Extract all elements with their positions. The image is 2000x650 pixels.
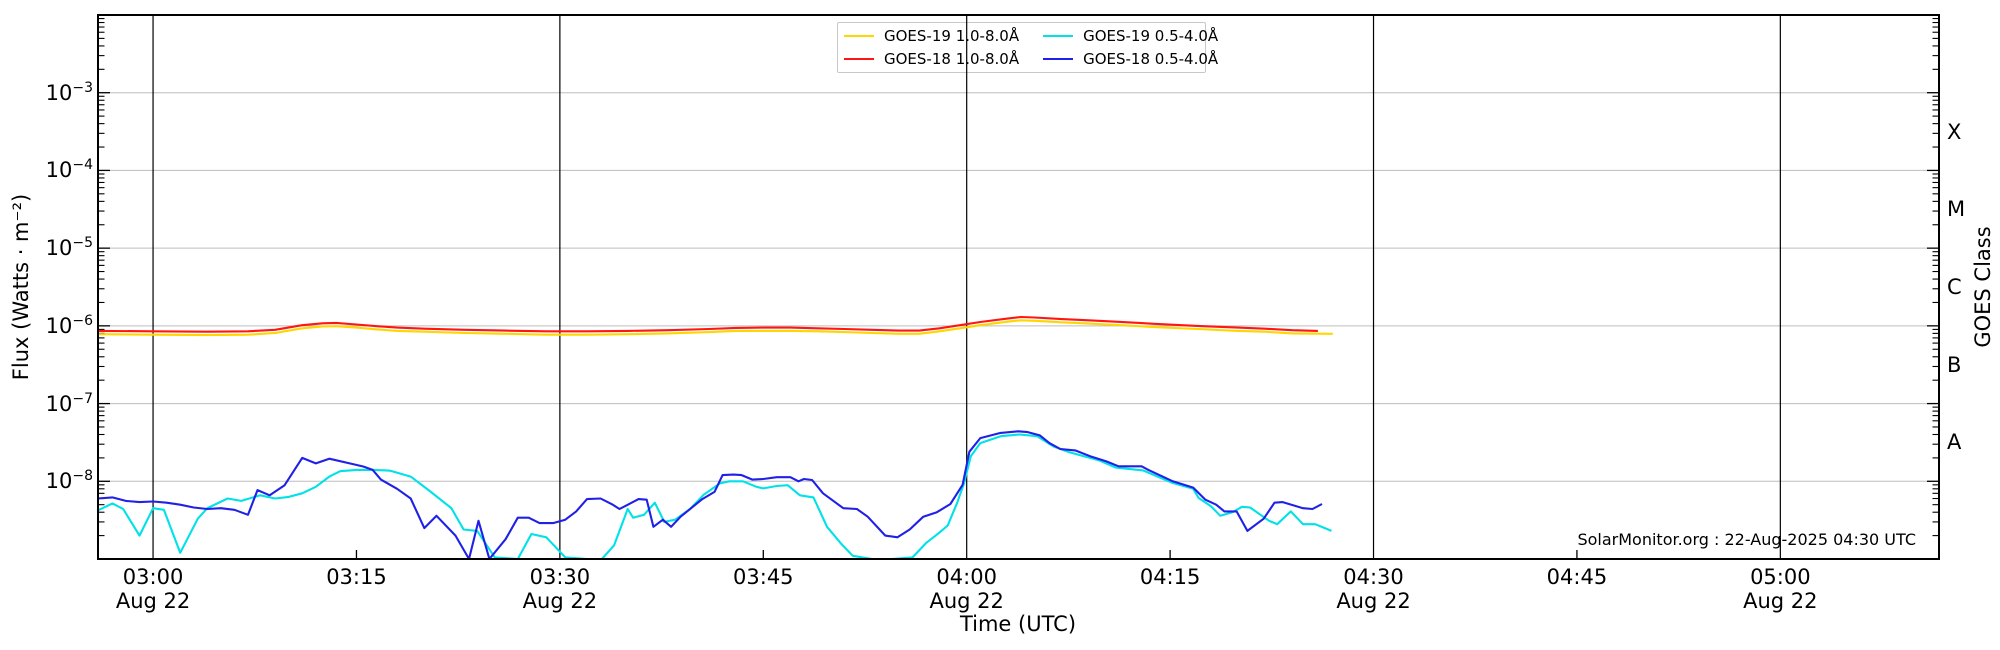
x-axis-title: Time (UTC)	[959, 612, 1077, 636]
source-annotation: SolarMonitor.org : 22-Aug-2025 04:30 UTC	[1577, 530, 1916, 549]
legend-item-goes18-long: GOES-18 1.0-8.0Å	[844, 50, 1019, 68]
series-line-goes-18-0-5-4-0-	[97, 430, 1323, 561]
legend-label: GOES-19 1.0-8.0Å	[884, 27, 1020, 46]
legend-item-goes18-short: GOES-18 0.5-4.0Å	[1043, 50, 1218, 68]
right-axis-title: GOES Class	[1971, 226, 1995, 348]
y-axis-title: Flux (Watts · m⁻²)	[9, 193, 33, 381]
legend-item-goes19-short: GOES-19 0.5-4.0Å	[1043, 27, 1218, 45]
goes18-long-line-swatch	[844, 57, 874, 60]
legend-label: GOES-19 0.5-4.0Å	[1083, 27, 1219, 46]
plot-frame	[97, 14, 1940, 560]
legend-label: GOES-18 0.5-4.0Å	[1083, 49, 1219, 68]
goes19-short-line-swatch	[1043, 35, 1074, 38]
series-line-goes-18-1-0-8-0-	[97, 315, 1318, 333]
series-line-goes-19-1-0-8-0-	[97, 319, 1333, 337]
legend: GOES-19 1.0-8.0Å GOES-18 1.0-8.0Å GOES-1…	[837, 22, 1218, 73]
legend-label: GOES-18 1.0-8.0Å	[884, 49, 1020, 68]
legend-item-goes19-long: GOES-19 1.0-8.0Å	[844, 27, 1019, 45]
goes19-long-line-swatch	[844, 35, 874, 38]
goes18-short-line-swatch	[1043, 57, 1074, 60]
series-line-goes-19-0-5-4-0-	[97, 433, 1332, 561]
